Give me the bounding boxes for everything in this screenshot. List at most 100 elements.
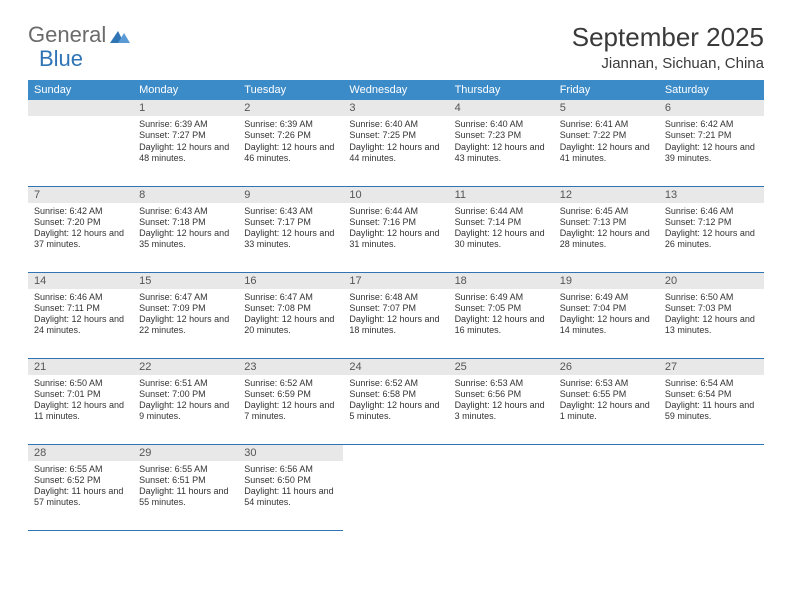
day-number-bar: 17 (343, 273, 448, 289)
weekday-header: Sunday (28, 80, 133, 100)
sunset-text: Sunset: 6:59 PM (244, 389, 337, 400)
sunset-text: Sunset: 7:16 PM (349, 217, 442, 228)
calendar-week-row: 21Sunrise: 6:50 AMSunset: 7:01 PMDayligh… (28, 358, 764, 444)
calendar-body: 1Sunrise: 6:39 AMSunset: 7:27 PMDaylight… (28, 100, 764, 530)
day-number-bar: 12 (554, 187, 659, 203)
daylight-text: Daylight: 12 hours and 35 minutes. (139, 228, 232, 251)
calendar-week-row: 28 Sunrise: 6:55 AMSunset: 6:52 PM Dayligh… (28, 444, 764, 530)
sunset-text: Sunset: 7:25 PM (349, 130, 442, 141)
day-details: Sunrise: 6:44 AMSunset: 7:14 PMDaylight:… (449, 203, 554, 256)
calendar-day-cell: 20Sunrise: 6:50 AMSunset: 7:03 PMDayligh… (659, 272, 764, 358)
sunrise-text: Sunrise: 6:41 AM (560, 119, 653, 130)
day-details: Sunrise: 6:39 AMSunset: 7:27 PMDaylight:… (133, 116, 238, 169)
daylight-text: Daylight: 12 hours and 13 minutes. (665, 314, 758, 337)
sunrise-text: Sunrise: 6:42 AM (665, 119, 758, 130)
calendar-day-cell: 14Sunrise: 6:46 AMSunset: 7:11 PMDayligh… (28, 272, 133, 358)
day-number-bar (28, 100, 133, 116)
sunrise-text: Sunrise: 6:47 AM (244, 292, 337, 303)
sunrise-text: Sunrise: 6:48 AM (349, 292, 442, 303)
day-number-bar: 9 (238, 187, 343, 203)
weekday-header-row: SundayMondayTuesdayWednesdayThursdayFrid… (28, 80, 764, 100)
sunset-text: Sunset: 7:04 PM (560, 303, 653, 314)
daylight-text: Daylight: 11 hours and 54 minutes. (244, 486, 337, 509)
daylight-text: Daylight: 12 hours and 43 minutes. (455, 142, 548, 165)
daylight-text: Daylight: 12 hours and 26 minutes. (665, 228, 758, 251)
daylight-text: Daylight: 12 hours and 5 minutes. (349, 400, 442, 423)
daylight-text: Daylight: 12 hours and 39 minutes. (665, 142, 758, 165)
day-details: Sunrise: 6:44 AMSunset: 7:16 PMDaylight:… (343, 203, 448, 256)
day-details: Sunrise: 6:46 AMSunset: 7:12 PMDaylight:… (659, 203, 764, 256)
day-details: Sunrise: 6:56 AMSunset: 6:50 PMDaylight:… (238, 461, 343, 514)
day-number-bar (343, 445, 448, 461)
calendar-day-cell: 25Sunrise: 6:53 AMSunset: 6:56 PMDayligh… (449, 358, 554, 444)
day-number-bar: 7 (28, 187, 133, 203)
daylight-text: Daylight: 12 hours and 33 minutes. (244, 228, 337, 251)
sunrise-text: Sunrise: 6:40 AM (349, 119, 442, 130)
daylight-text: Daylight: 12 hours and 48 minutes. (139, 142, 232, 165)
logo-text-blue: Blue (39, 46, 83, 71)
sunrise-text: Sunrise: 6:53 AM (455, 378, 548, 389)
calendar-day-cell: 16Sunrise: 6:47 AMSunset: 7:08 PMDayligh… (238, 272, 343, 358)
day-details: Sunrise: 6:43 AMSunset: 7:18 PMDaylight:… (133, 203, 238, 256)
day-number-bar: 5 (554, 100, 659, 116)
sunrise-text: Sunrise: 6:43 AM (244, 206, 337, 217)
day-number-bar: 24 (343, 359, 448, 375)
daylight-text: Daylight: 12 hours and 11 minutes. (34, 400, 127, 423)
daylight-text: Daylight: 12 hours and 41 minutes. (560, 142, 653, 165)
location: Jiannan, Sichuan, China (572, 55, 764, 72)
calendar-day-cell: 3Sunrise: 6:40 AMSunset: 7:25 PMDaylight… (343, 100, 448, 186)
day-number-bar: 6 (659, 100, 764, 116)
sunrise-text: Sunrise: 6:56 AM (244, 464, 337, 475)
daylight-text: Daylight: 12 hours and 24 minutes. (34, 314, 127, 337)
sunset-text: Sunset: 7:18 PM (139, 217, 232, 228)
calendar-week-row: 14Sunrise: 6:46 AMSunset: 7:11 PMDayligh… (28, 272, 764, 358)
daylight-text: Daylight: 11 hours and 59 minutes. (665, 400, 758, 423)
daylight-text: Daylight: 12 hours and 46 minutes. (244, 142, 337, 165)
daylight-text: Daylight: 12 hours and 18 minutes. (349, 314, 442, 337)
calendar-day-cell: 17Sunrise: 6:48 AMSunset: 7:07 PMDayligh… (343, 272, 448, 358)
calendar-day-cell: 6Sunrise: 6:42 AMSunset: 7:21 PMDaylight… (659, 100, 764, 186)
daylight-text: Daylight: 12 hours and 31 minutes. (349, 228, 442, 251)
day-number-bar: 26 (554, 359, 659, 375)
calendar-day-cell (659, 444, 764, 530)
calendar-day-cell: 10Sunrise: 6:44 AMSunset: 7:16 PMDayligh… (343, 186, 448, 272)
sunset-text: Sunset: 7:08 PM (244, 303, 337, 314)
sunrise-text: Sunrise: 6:55 AM (34, 464, 127, 475)
sunset-text: Sunset: 6:51 PM (139, 475, 232, 486)
day-details: Sunrise: 6:45 AMSunset: 7:13 PMDaylight:… (554, 203, 659, 256)
calendar-day-cell: 12Sunrise: 6:45 AMSunset: 7:13 PMDayligh… (554, 186, 659, 272)
day-number-bar: 13 (659, 187, 764, 203)
calendar-day-cell: 27Sunrise: 6:54 AMSunset: 6:54 PMDayligh… (659, 358, 764, 444)
day-number-bar: 18 (449, 273, 554, 289)
calendar-day-cell: 21Sunrise: 6:50 AMSunset: 7:01 PMDayligh… (28, 358, 133, 444)
day-number-bar: 28 (28, 445, 133, 461)
day-details: Sunrise: 6:50 AMSunset: 7:01 PMDaylight:… (28, 375, 133, 428)
day-details: Sunrise: 6:47 AMSunset: 7:09 PMDaylight:… (133, 289, 238, 342)
day-number-bar: 8 (133, 187, 238, 203)
day-number-bar: 2 (238, 100, 343, 116)
calendar-day-cell: 19Sunrise: 6:49 AMSunset: 7:04 PMDayligh… (554, 272, 659, 358)
calendar-week-row: 1Sunrise: 6:39 AMSunset: 7:27 PMDaylight… (28, 100, 764, 186)
calendar-day-cell: 30Sunrise: 6:56 AMSunset: 6:50 PMDayligh… (238, 444, 343, 530)
day-details: Sunrise: 6:47 AMSunset: 7:08 PMDaylight:… (238, 289, 343, 342)
sunrise-text: Sunrise: 6:53 AM (560, 378, 653, 389)
title-block: September 2025 Jiannan, Sichuan, China (572, 22, 764, 72)
daylight-text: Daylight: 11 hours and 55 minutes. (139, 486, 232, 509)
sunrise-text: Sunrise: 6:46 AM (34, 292, 127, 303)
day-number-bar (554, 445, 659, 461)
day-number-bar: 23 (238, 359, 343, 375)
weekday-header: Tuesday (238, 80, 343, 100)
calendar-day-cell: 22Sunrise: 6:51 AMSunset: 7:00 PMDayligh… (133, 358, 238, 444)
day-number-bar: 22 (133, 359, 238, 375)
weekday-header: Saturday (659, 80, 764, 100)
day-details: Sunrise: 6:53 AMSunset: 6:55 PMDaylight:… (554, 375, 659, 428)
daylight-text: Daylight: 12 hours and 9 minutes. (139, 400, 232, 423)
sunrise-text: Sunrise: 6:52 AM (244, 378, 337, 389)
daylight-text: Daylight: 12 hours and 14 minutes. (560, 314, 653, 337)
sunset-text: Sunset: 6:52 PM (34, 475, 127, 486)
calendar-day-cell: 9Sunrise: 6:43 AMSunset: 7:17 PMDaylight… (238, 186, 343, 272)
calendar-day-cell: 1Sunrise: 6:39 AMSunset: 7:27 PMDaylight… (133, 100, 238, 186)
sunset-text: Sunset: 7:27 PM (139, 130, 232, 141)
sunset-text: Sunset: 6:58 PM (349, 389, 442, 400)
calendar-day-cell (449, 444, 554, 530)
